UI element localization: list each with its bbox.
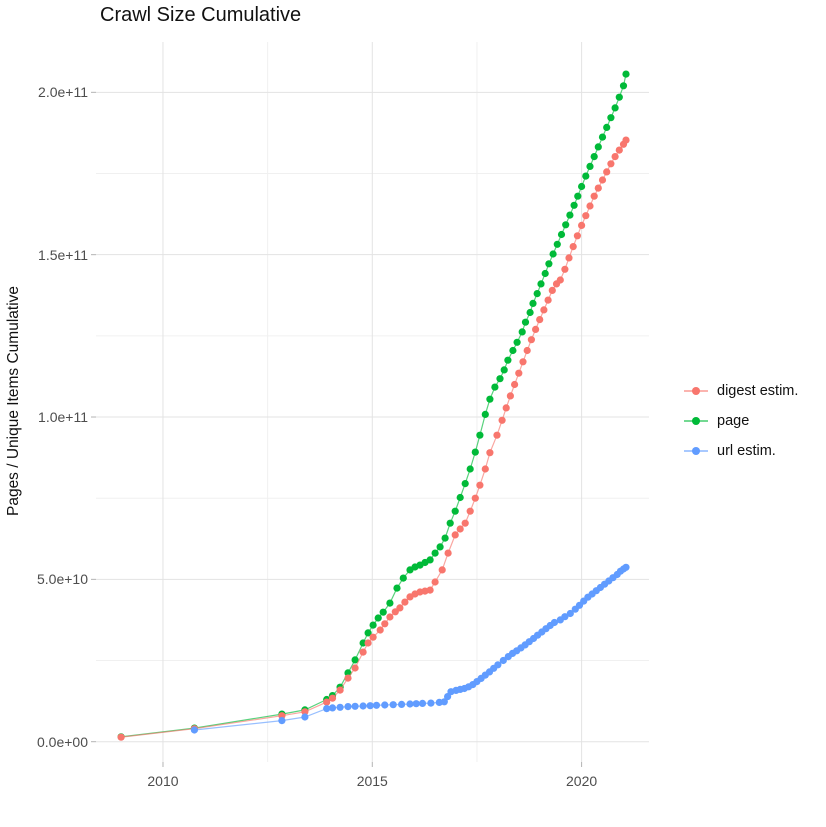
legend-item-page: page <box>684 406 798 436</box>
legend-key-icon <box>684 444 708 458</box>
legend-label: url estim. <box>717 443 776 459</box>
legend-label: digest estim. <box>717 383 799 399</box>
legend-item-digest-estim: digest estim. <box>684 376 798 406</box>
y-tick-label: 0.0e+00 <box>37 733 88 750</box>
legend-key-icon <box>684 414 708 428</box>
legend-item-url-estim: url estim. <box>684 436 798 466</box>
x-tick-label: 2015 <box>356 773 388 789</box>
legend: digest estim. page url estim. <box>684 376 798 466</box>
chart-title: Crawl Size Cumulative <box>100 4 302 26</box>
series-page <box>117 70 630 741</box>
y-tick-label: 5.0e+10 <box>37 571 88 588</box>
series-url-estim <box>190 563 630 734</box>
legend-key-icon <box>684 384 708 398</box>
y-tick-label: 1.0e+11 <box>38 409 88 426</box>
major-gridlines <box>96 42 649 762</box>
y-tick-label: 1.5e+11 <box>38 246 88 263</box>
y-tick-label: 2.0e+11 <box>38 84 88 101</box>
axis-tick-marks <box>91 91 583 767</box>
x-tick-label: 2010 <box>147 773 179 789</box>
series-digest-estim <box>117 136 630 741</box>
x-tick-label: 2020 <box>566 773 598 789</box>
legend-label: page <box>717 413 750 429</box>
